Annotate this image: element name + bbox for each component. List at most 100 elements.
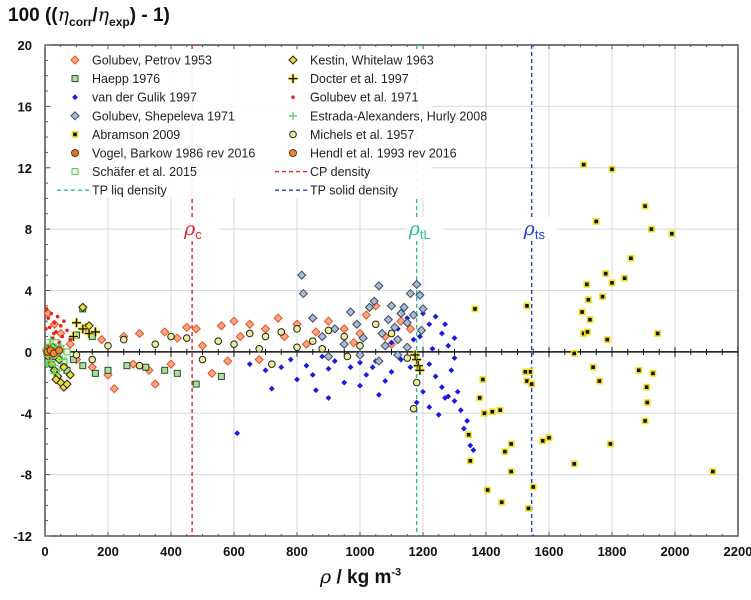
data-point	[586, 316, 594, 324]
data-point	[294, 376, 300, 383]
data-point	[47, 325, 52, 330]
annotation-subscript: ts	[535, 227, 546, 242]
y-label-sub-corr: corr	[69, 14, 93, 29]
data-point	[521, 368, 529, 376]
data-point	[273, 313, 283, 323]
data-point	[589, 363, 597, 371]
data-point	[309, 371, 316, 378]
series-docter-et-al-1997	[68, 318, 425, 375]
data-point	[467, 442, 474, 449]
data-point	[382, 378, 389, 384]
data-point	[345, 307, 356, 317]
legend-label: TP solid density	[310, 184, 399, 198]
plus-stroke	[49, 369, 58, 378]
data-point	[161, 366, 169, 374]
data-point	[343, 352, 352, 361]
data-point	[410, 350, 420, 360]
y-label-slash: /	[92, 5, 98, 26]
data-point	[55, 314, 60, 319]
legend-label: Golubev, Shepeleva 1971	[92, 109, 235, 123]
data-point	[293, 325, 301, 333]
data-point	[262, 367, 269, 374]
data-point	[583, 280, 591, 288]
legend-label: Hendl et al. 1993 rev 2016	[310, 147, 457, 161]
y-tick-label: 0	[25, 345, 32, 360]
data-point	[268, 385, 275, 392]
data-point	[377, 328, 387, 339]
y-tick-label: 16	[18, 99, 32, 114]
legend-label: Kestin, Whitelaw 1963	[310, 54, 434, 68]
data-point	[324, 326, 333, 335]
data-point	[418, 304, 428, 314]
data-point	[173, 369, 181, 377]
data-point	[479, 376, 487, 383]
data-point	[182, 322, 192, 333]
legend-label: Golubev, Petrov 1953	[92, 54, 212, 68]
plus-stroke	[78, 324, 88, 334]
plus-stroke	[415, 365, 425, 375]
legend-marker	[71, 131, 79, 138]
data-point	[192, 380, 200, 388]
data-point	[151, 340, 160, 349]
data-point	[68, 337, 72, 342]
data-point	[603, 336, 611, 343]
data-point	[415, 290, 425, 300]
annotation-subscript: c	[195, 227, 202, 242]
data-point	[451, 398, 458, 404]
data-point	[539, 437, 547, 445]
data-point	[409, 404, 418, 413]
data-point	[709, 468, 717, 475]
data-point	[245, 329, 254, 338]
legend-marker	[71, 149, 79, 157]
x-tick-label: 800	[286, 544, 308, 559]
legend-background	[52, 50, 432, 198]
data-point	[44, 307, 49, 311]
data-point	[65, 339, 75, 349]
x-label-text: / kg m	[331, 567, 392, 588]
plus-stroke	[410, 350, 420, 360]
data-point	[318, 345, 327, 353]
plus-stroke	[50, 361, 59, 370]
legend-marker	[288, 74, 298, 84]
plus-stroke	[289, 111, 297, 120]
data-point	[416, 325, 427, 336]
data-point	[570, 350, 578, 357]
data-point	[507, 440, 515, 448]
data-point	[159, 327, 170, 337]
data-point	[608, 279, 616, 287]
data-point	[578, 308, 586, 316]
plus-stroke	[68, 332, 78, 342]
series-abramson-2009	[465, 161, 717, 512]
data-point	[52, 331, 56, 336]
data-point	[435, 411, 442, 418]
data-point	[260, 324, 271, 334]
data-point	[60, 334, 65, 339]
density-annotation: ρts	[523, 218, 546, 242]
legend-label: Golubev et al. 1971	[310, 91, 418, 105]
data-point	[496, 406, 504, 414]
data-point	[90, 327, 100, 337]
series-michels-et-al-1957	[72, 320, 421, 413]
data-point	[388, 368, 395, 375]
data-point	[261, 332, 270, 341]
data-point	[529, 483, 537, 491]
data-point	[361, 310, 372, 320]
data-point	[602, 270, 610, 278]
legend-label: TP liq density	[92, 184, 168, 198]
data-point	[641, 202, 649, 210]
data-point	[607, 440, 614, 448]
data-point	[123, 362, 131, 370]
data-point	[393, 334, 403, 345]
plus-stroke	[58, 355, 67, 364]
data-point	[339, 339, 349, 349]
y-tick-label: 20	[18, 38, 32, 53]
data-point	[668, 230, 676, 238]
data-point	[523, 302, 531, 310]
data-point	[432, 313, 439, 320]
data-point	[528, 380, 536, 388]
data-point	[51, 374, 61, 385]
series-hendl-et-al-1993-rev-2016	[43, 346, 64, 358]
data-point	[545, 434, 553, 442]
legend-marker	[289, 149, 297, 157]
